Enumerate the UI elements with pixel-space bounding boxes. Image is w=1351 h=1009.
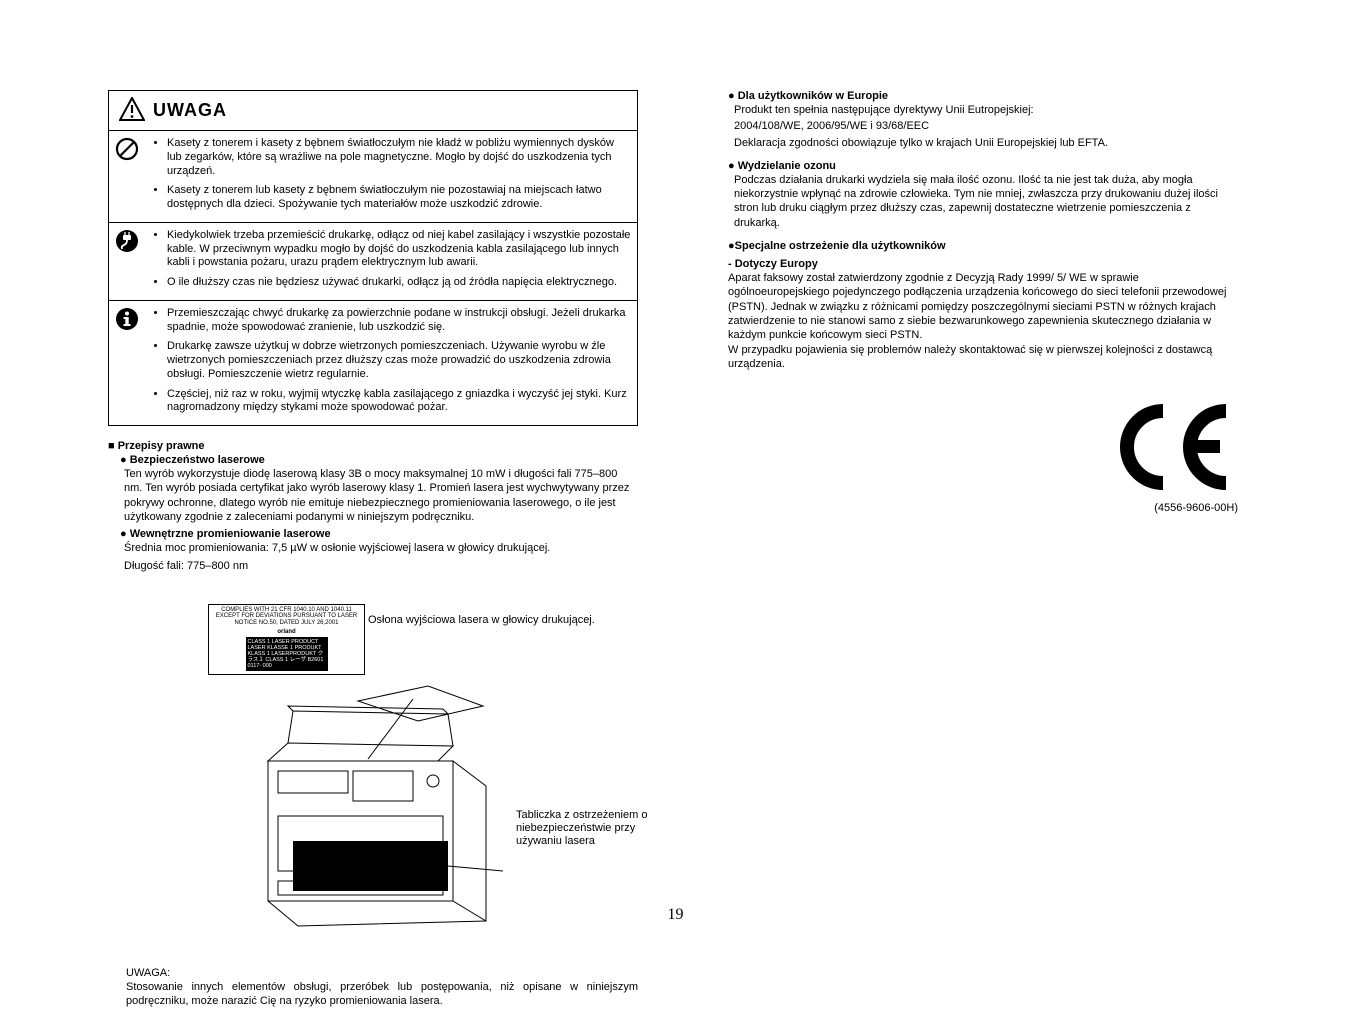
prohibit-item: Kasety z tonerem lub kasety z bębnem świ…: [167, 184, 631, 212]
ozone-body: Podczas działania drukarki wydziela się …: [728, 173, 1238, 230]
caution-header: UWAGA: [109, 91, 637, 131]
info-item: Przemieszczając chwyć drukarkę za powier…: [167, 307, 631, 335]
special-warning-heading: ●Specjalne ostrzeżenie dla użytkowników: [728, 240, 1238, 252]
europe-sub-body: Aparat faksowy został zatwierdzony zgodn…: [728, 271, 1238, 371]
ozone-heading: ● Wydzielanie ozonu: [728, 160, 1238, 172]
info-icon: [115, 322, 139, 334]
info-item: Drukarkę zawsze użytkuj w dobrze wietrzo…: [167, 340, 631, 381]
unplug-item: O ile dłuższy czas nie będziesz używać d…: [167, 276, 631, 290]
compliance-label: COMPLIES WITH 21 CFR 1040.10 AND 1040.11…: [208, 604, 365, 675]
callout-top: Osłona wyjściowa lasera w głowicy drukuj…: [368, 614, 595, 627]
compliance-label-header: COMPLIES WITH 21 CFR 1040.10 AND 1040.11…: [209, 605, 364, 629]
laser-safety-body: Ten wyrób wykorzystuje diodę laserową kl…: [108, 467, 638, 524]
warning-triangle-icon: [119, 97, 145, 124]
callout-side: Tabliczka z ostrzeżeniem o niebezpieczeń…: [516, 809, 666, 849]
ce-code: (4556-9606-00H): [728, 502, 1238, 514]
europe-sub-heading: - Dotyczy Europy: [728, 258, 1238, 270]
ce-mark-icon: [1108, 401, 1238, 494]
unplug-item: Kiedykolwiek trzeba przemieścić drukarkę…: [167, 229, 631, 270]
unplug-section: Kiedykolwiek trzeba przemieścić drukarkę…: [109, 223, 637, 301]
europe-users-heading: ● Dla użytkowników w Europie: [728, 90, 1238, 102]
laser-safety-heading: ● Bezpieczeństwo laserowe: [108, 454, 638, 466]
ce-block: (4556-9606-00H): [728, 401, 1238, 514]
page-number: 19: [0, 906, 1351, 924]
europe-users-line1: Produkt ten spełnia następujące dyrektyw…: [728, 103, 1238, 117]
internal-rad-line1: Średnia moc promieniowania: 7,5 µW w osł…: [108, 541, 638, 555]
prohibit-section: Kasety z tonerem i kasety z bębnem świat…: [109, 131, 637, 223]
europe-users-line3: Deklaracja zgodności obowiązuje tylko w …: [728, 136, 1238, 150]
legal-heading: ■ Przepisy prawne: [108, 440, 638, 452]
bottom-note: UWAGA: Stosowanie innych elementów obsłu…: [126, 966, 638, 1009]
compliance-label-brand: orland: [209, 629, 364, 637]
unplug-icon: [115, 244, 139, 256]
note-body: Stosowanie innych elementów obsługi, prz…: [126, 981, 638, 1007]
caution-title: UWAGA: [153, 100, 227, 121]
info-item: Częściej, niż raz w roku, wyjmij wtyczkę…: [167, 388, 631, 416]
info-section: Przemieszczając chwyć drukarkę za powier…: [109, 301, 637, 425]
prohibit-item: Kasety z tonerem i kasety z bębnem świat…: [167, 137, 631, 178]
note-label: UWAGA:: [126, 967, 170, 979]
prohibit-icon: [115, 152, 139, 164]
internal-rad-line2: Długość fali: 775–800 nm: [108, 559, 638, 573]
caution-box: UWAGA Kasety z tonerem i kasety z bębnem…: [108, 90, 638, 426]
compliance-label-inner: CLASS 1 LASER PRODUCT LASER KLASSE 1 PRO…: [246, 637, 328, 671]
europe-users-line2: 2004/108/WE, 2006/95/WE i 93/68/EEC: [728, 119, 1238, 133]
internal-rad-heading: ● Wewnętrzne promieniowanie laserowe: [108, 528, 638, 540]
